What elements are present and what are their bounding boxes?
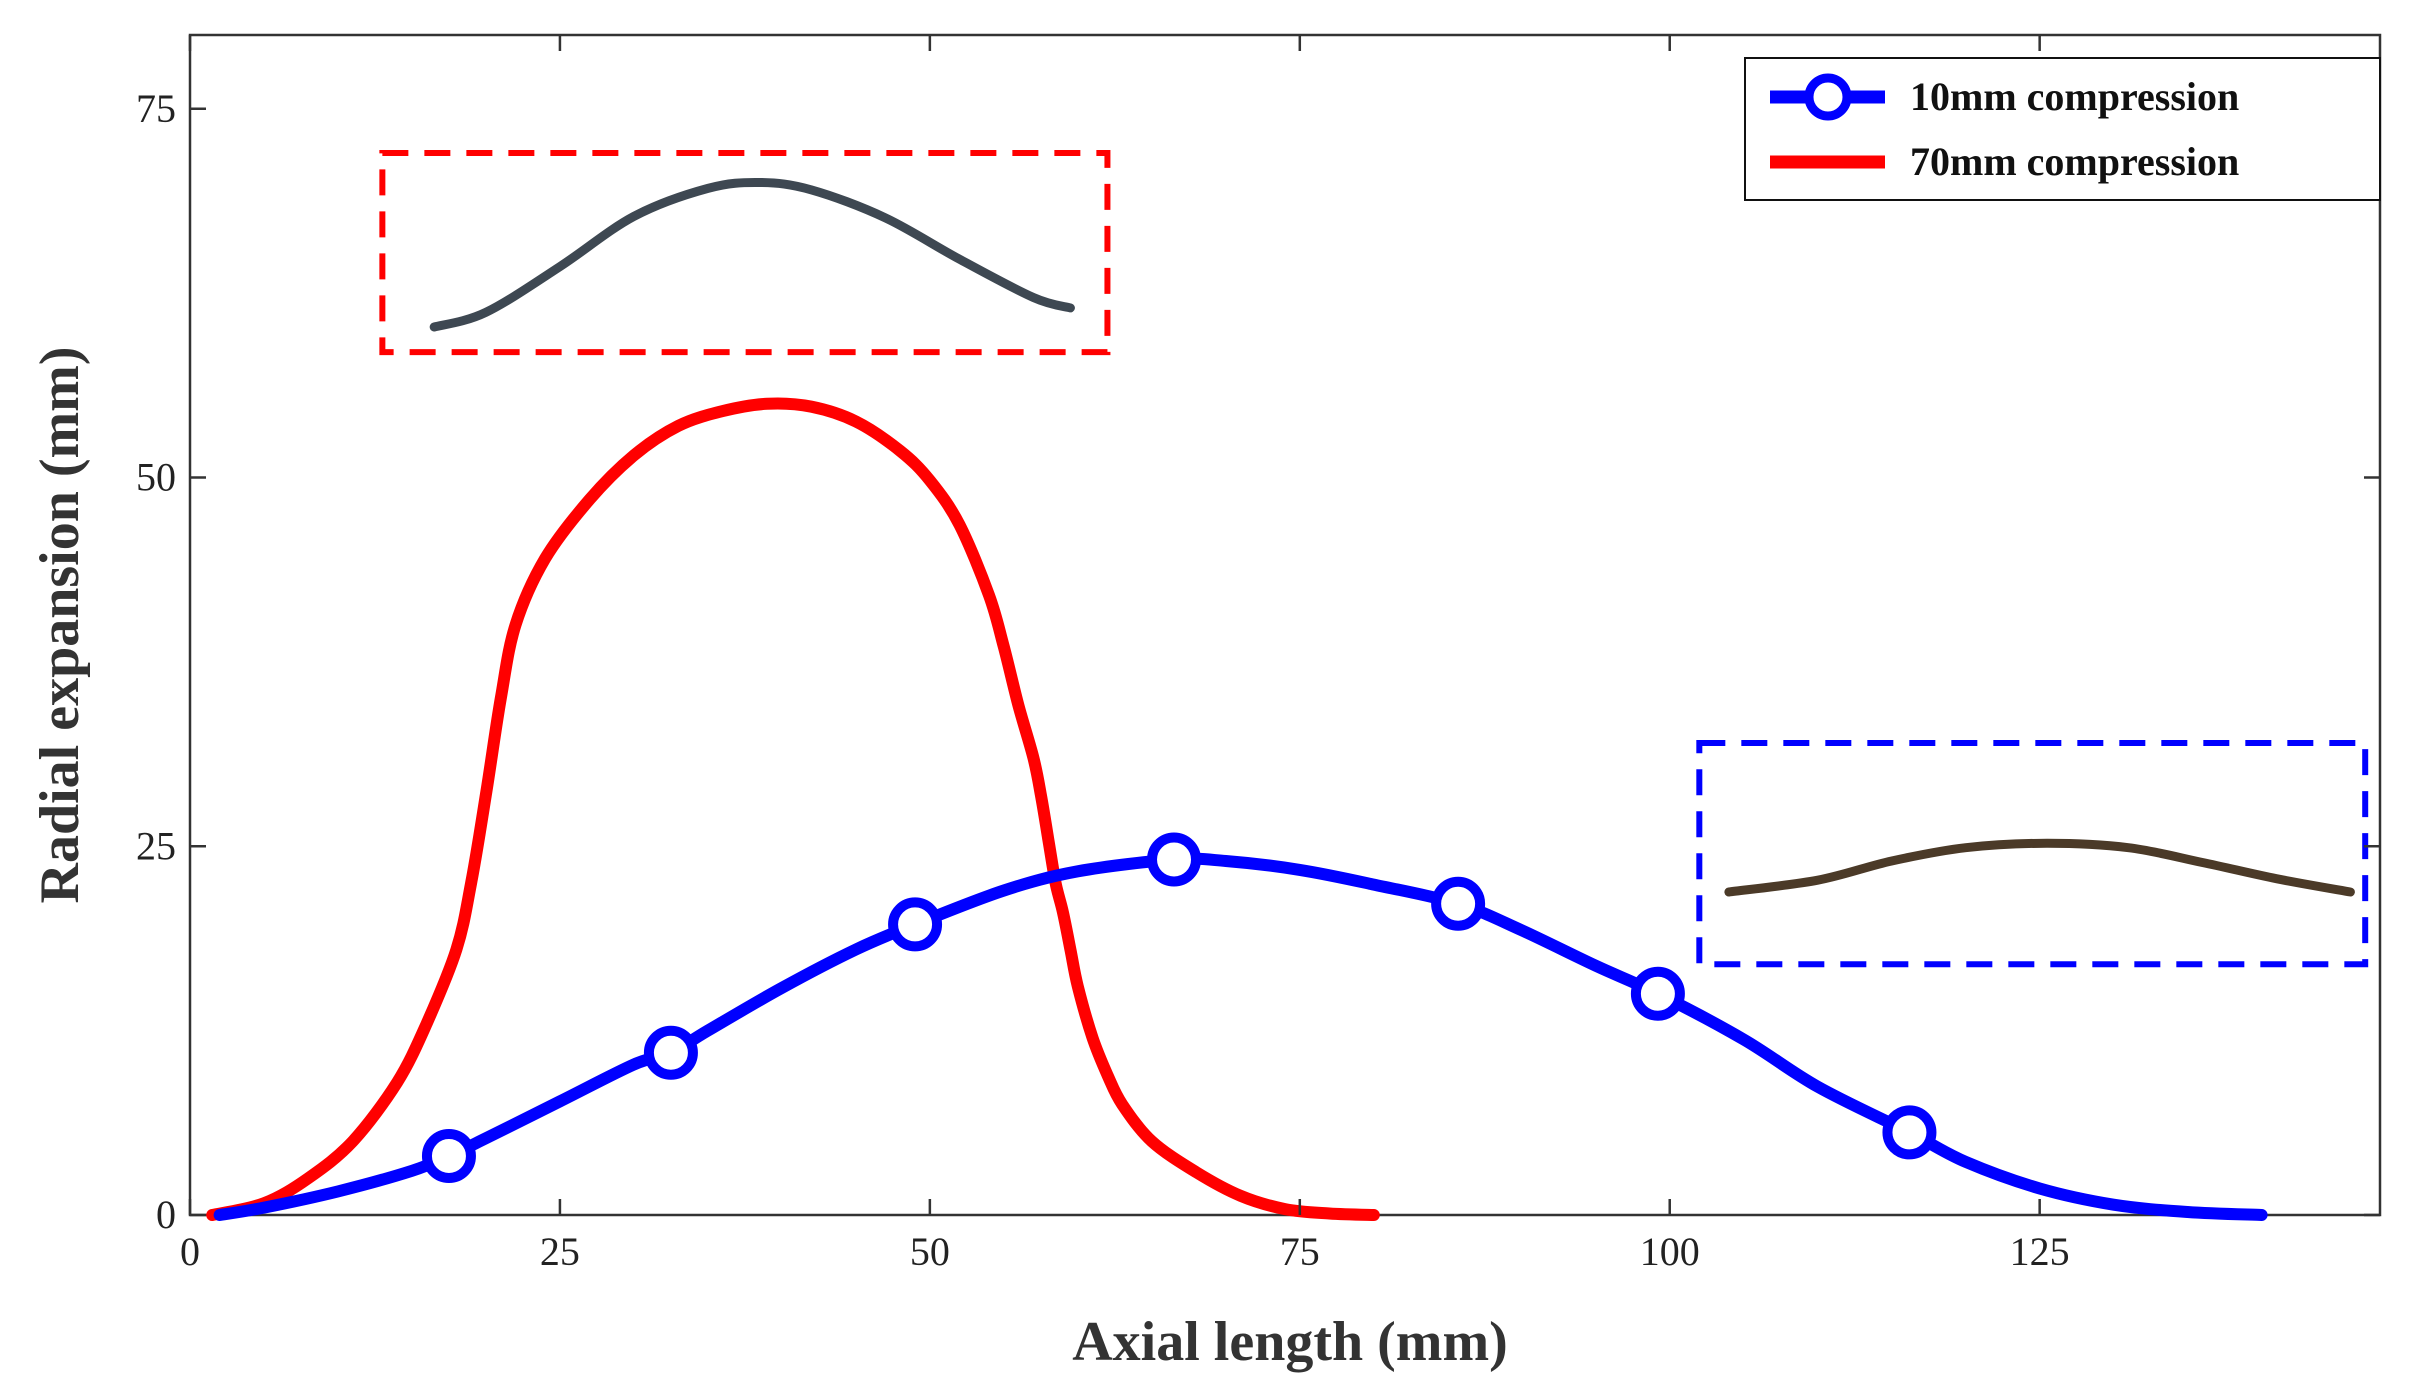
inset-shape [1724, 838, 2355, 897]
y-tick-label: 50 [136, 455, 176, 500]
series-10mm-point [421, 1129, 476, 1183]
insets-layer [379, 150, 2369, 968]
series-70mm-line [206, 397, 1380, 1221]
series-10mm-point [1431, 876, 1486, 931]
series-10mm-point [1147, 832, 1202, 887]
legend-box [1744, 57, 2381, 201]
series-10mm-point [1882, 1105, 1937, 1160]
inset-shape [429, 177, 1075, 332]
series-10mm-point [888, 897, 943, 952]
plot-area [188, 33, 2382, 1217]
legend: 10mm compression 70mm compression [1744, 57, 2381, 201]
x-tick-label: 50 [910, 1229, 950, 1274]
x-tick-label: 75 [1280, 1229, 1320, 1274]
legend-label-70mm: 70mm compression [1910, 139, 2239, 184]
y-axis-title: Radial expansion (mm) [29, 347, 91, 904]
x-tick-label: 125 [2010, 1229, 2070, 1274]
series-10mm-point [1630, 966, 1685, 1021]
legend-label-10mm: 10mm compression [1910, 74, 2239, 119]
inset-box [1696, 740, 2369, 968]
x-tick-label: 100 [1640, 1229, 1700, 1274]
series-layer [206, 397, 2268, 1221]
x-tick-label: 25 [540, 1229, 580, 1274]
series-10mm-point [643, 1025, 698, 1080]
x-axis-title: Axial length (mm) [1072, 1311, 1508, 1373]
legend-marker-10mm [1804, 73, 1852, 121]
x-tick-label: 0 [180, 1229, 200, 1274]
y-tick-label: 25 [136, 823, 176, 868]
y-tick-label: 0 [156, 1192, 176, 1237]
y-tick-label: 75 [136, 86, 176, 131]
